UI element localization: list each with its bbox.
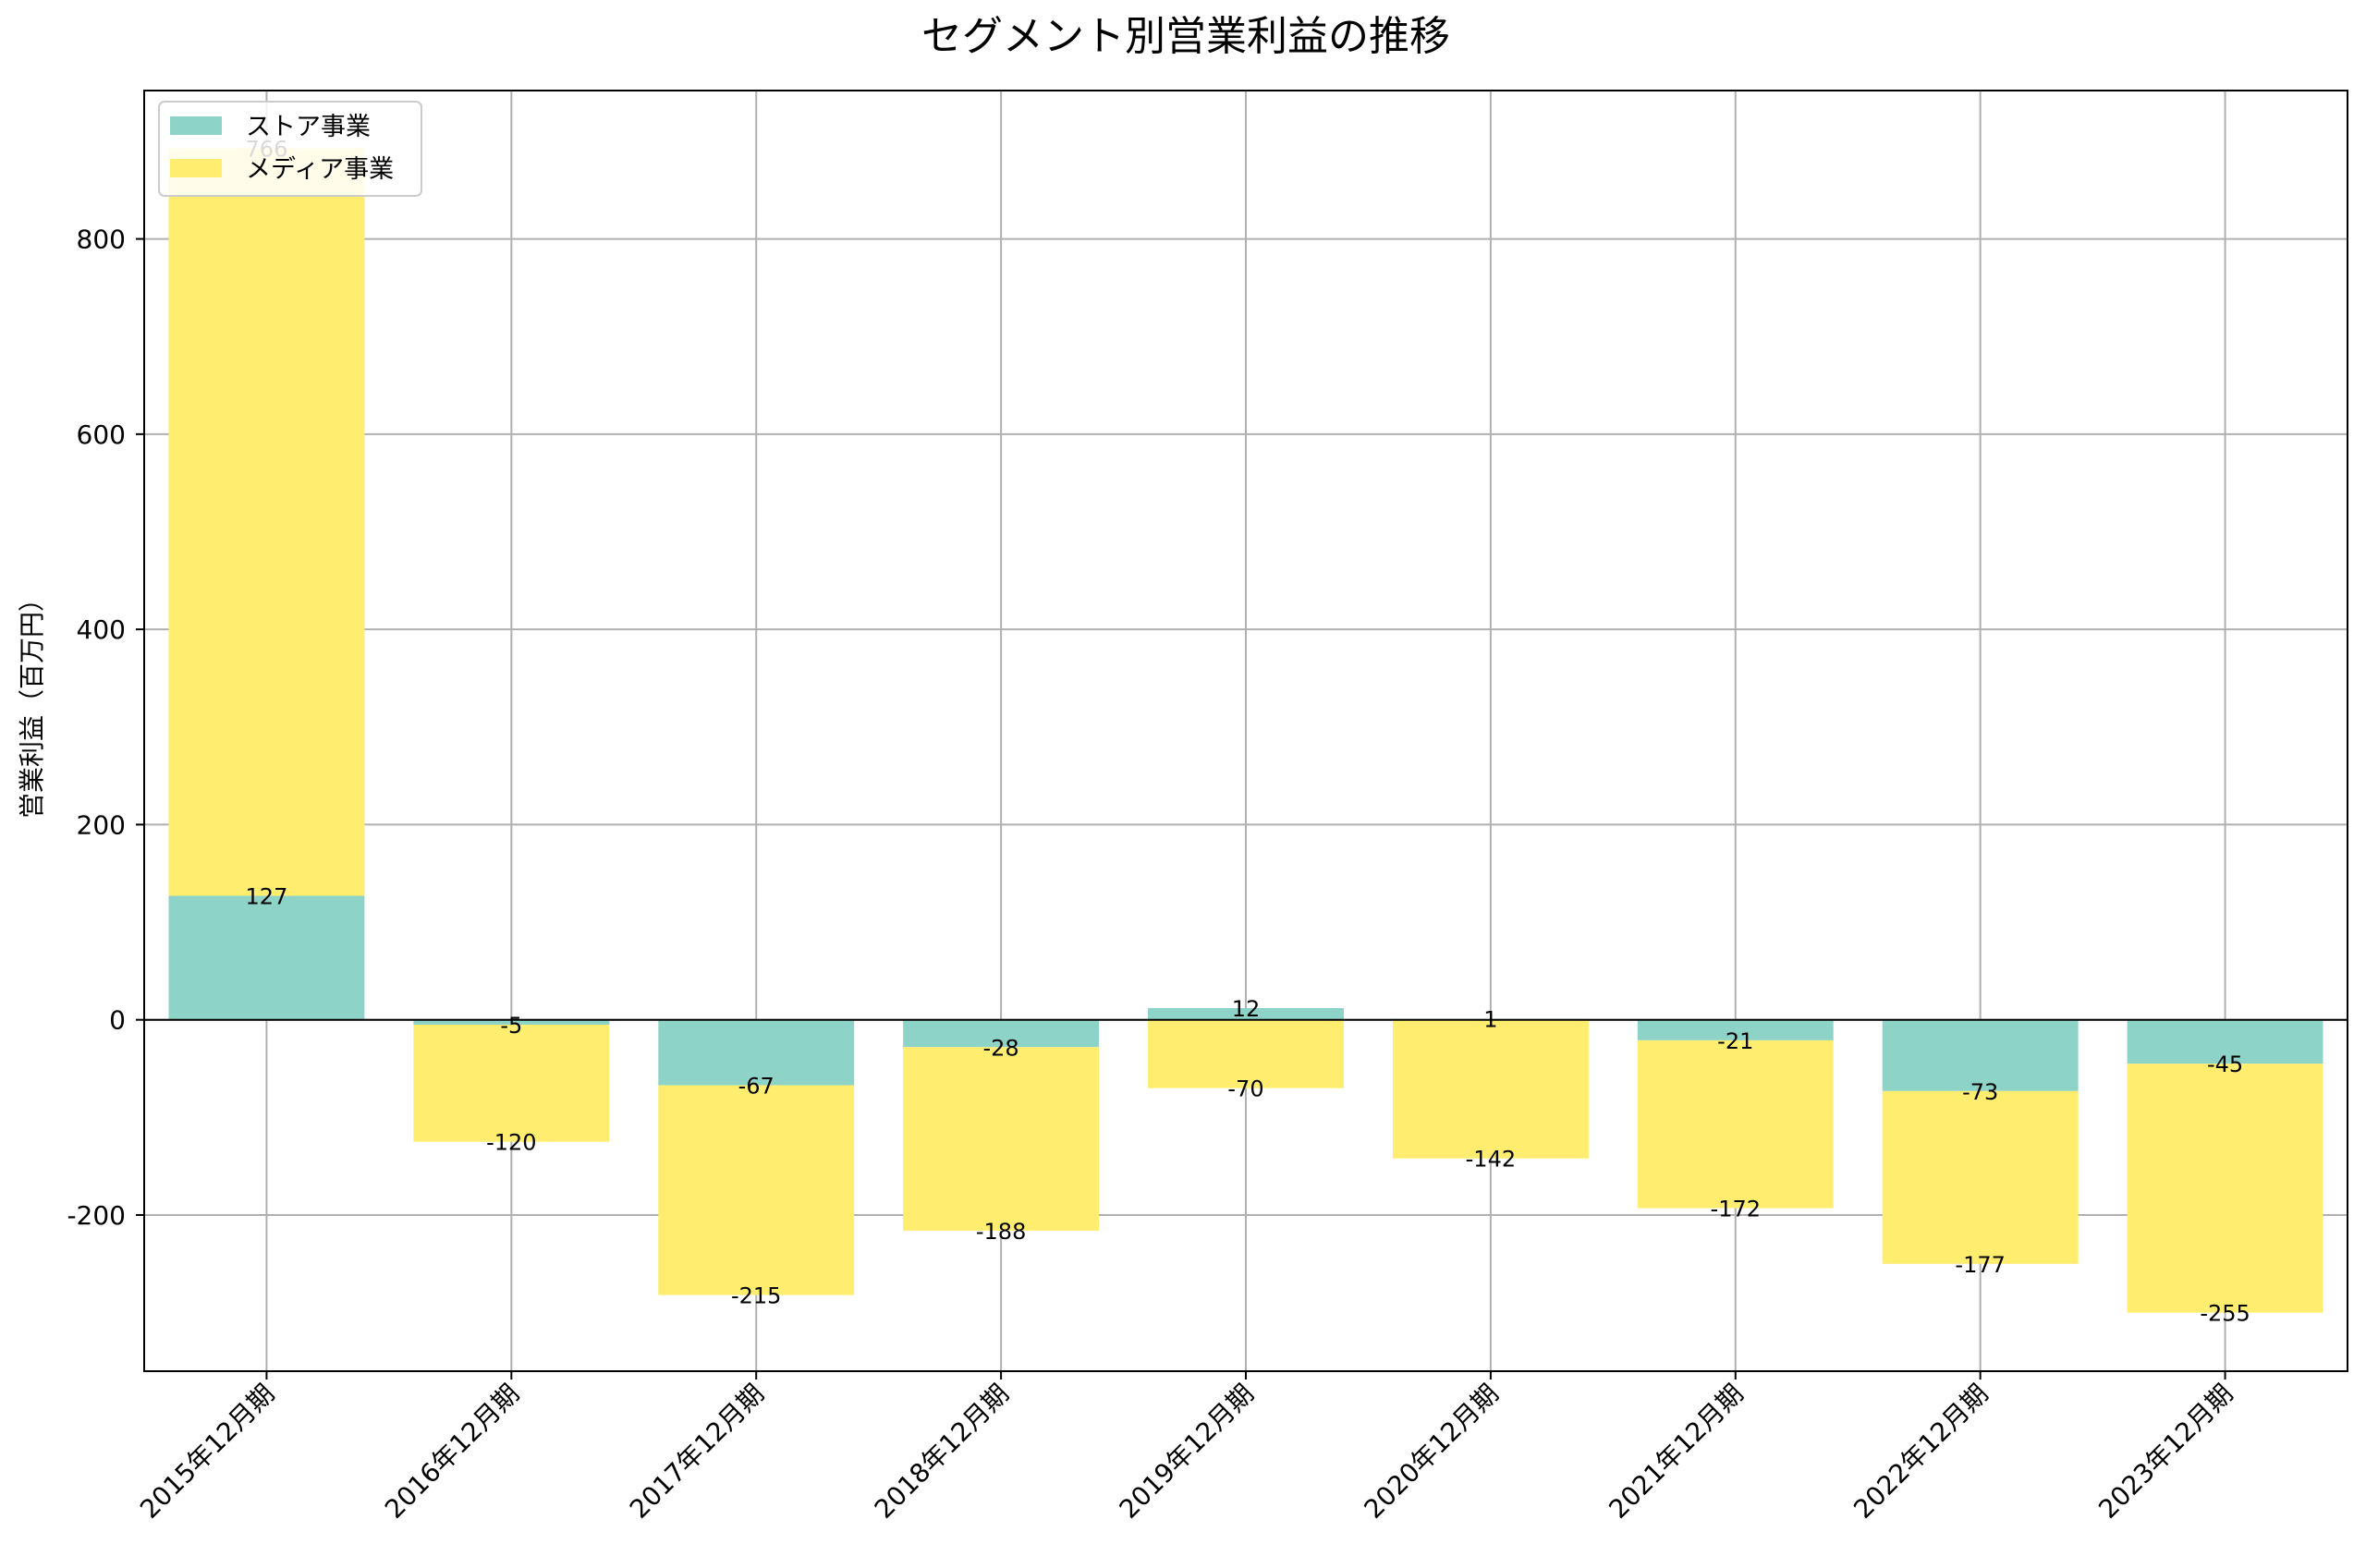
y-tick-label: -200 bbox=[67, 1200, 126, 1231]
data-label: 12 bbox=[1232, 996, 1261, 1022]
bar-media bbox=[1148, 1019, 1344, 1088]
data-label: -21 bbox=[1717, 1028, 1753, 1054]
y-tick-label: 0 bbox=[109, 1005, 126, 1036]
bar-store bbox=[1637, 1019, 1834, 1040]
data-label: -172 bbox=[1711, 1197, 1761, 1222]
bar-store bbox=[168, 895, 365, 1020]
legend-swatch-media bbox=[170, 159, 222, 177]
bar-media bbox=[2127, 1064, 2323, 1313]
data-label: 127 bbox=[246, 884, 288, 910]
data-label: -67 bbox=[738, 1073, 774, 1099]
data-label: -177 bbox=[1955, 1252, 2005, 1278]
bar-store bbox=[1148, 1008, 1344, 1020]
legend-label-store: ストア事業 bbox=[246, 113, 371, 141]
chart-title: セグメント別営業利益の推移 bbox=[921, 13, 1450, 60]
bar-media bbox=[1637, 1039, 1834, 1209]
bar-media bbox=[168, 148, 365, 896]
bar-store bbox=[413, 1019, 610, 1025]
bar-media bbox=[1882, 1090, 2079, 1264]
y-tick-label: 600 bbox=[77, 419, 126, 450]
legend-label-media: メディア事業 bbox=[246, 155, 394, 184]
data-label: -70 bbox=[1227, 1076, 1263, 1102]
legend-frame bbox=[158, 101, 422, 197]
y-tick-label: 400 bbox=[77, 614, 126, 645]
data-label: 1 bbox=[1483, 1007, 1497, 1033]
bar-store bbox=[903, 1019, 1100, 1048]
bar-store bbox=[1882, 1019, 2079, 1091]
data-label: -120 bbox=[486, 1130, 536, 1156]
data-label: -45 bbox=[2207, 1051, 2243, 1077]
data-label: -142 bbox=[1466, 1147, 1516, 1173]
bars bbox=[168, 148, 2323, 1313]
legend: ストア事業 メディア事業 bbox=[158, 101, 422, 197]
bar-store bbox=[2127, 1019, 2323, 1064]
bar-media bbox=[1392, 1019, 1589, 1159]
bar-media bbox=[903, 1047, 1100, 1231]
data-label: -28 bbox=[983, 1035, 1019, 1061]
data-label: -255 bbox=[2200, 1301, 2250, 1327]
legend-swatch-store bbox=[170, 116, 222, 135]
data-labels: 127-5-67-28121-21-73-45766-120-215-188-7… bbox=[246, 136, 2250, 1326]
bar-media bbox=[413, 1024, 610, 1142]
bar-media bbox=[658, 1085, 855, 1295]
y-axis-label: 営業利益（百万円） bbox=[17, 586, 47, 819]
data-label: -5 bbox=[500, 1013, 522, 1039]
data-label: -73 bbox=[1962, 1079, 1998, 1105]
data-label: -188 bbox=[976, 1219, 1026, 1245]
y-tick-label: 800 bbox=[77, 225, 126, 255]
y-tick-label: 200 bbox=[77, 809, 126, 840]
bar-store bbox=[658, 1019, 855, 1086]
data-label: -215 bbox=[731, 1283, 781, 1309]
